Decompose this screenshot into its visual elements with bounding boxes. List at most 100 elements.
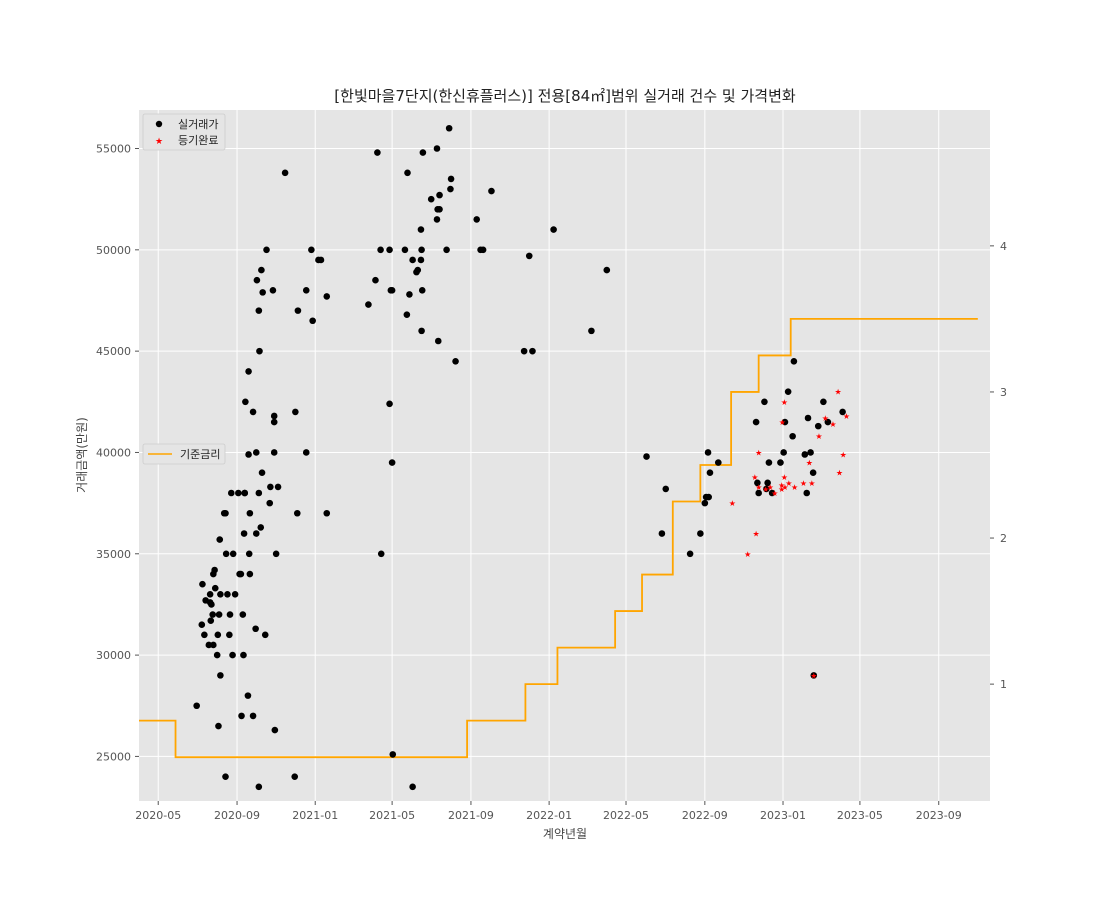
trade-point [603, 266, 611, 274]
y2-tick-label: 2 [1000, 532, 1007, 545]
registered-point: ★ [806, 459, 813, 468]
registered-point: ★ [822, 414, 829, 423]
registered-point: ★ [778, 485, 785, 494]
trade-point [777, 459, 784, 466]
trade-point [377, 246, 384, 254]
registered-point: ★ [800, 479, 807, 488]
scatter-points [193, 124, 846, 791]
x-tick-label: 2022-05 [603, 809, 649, 822]
trade-point [784, 388, 792, 395]
x-axis-ticks: 2020-05 2020-09 2021-01 2021-05 2021-09 2022-… [135, 801, 962, 822]
trade-point [270, 449, 278, 456]
trade-point [427, 195, 435, 203]
trade-point [447, 185, 454, 193]
registered-point: ★ [781, 473, 788, 482]
trade-point [226, 631, 233, 639]
y-axis-ticks: 25000 30000 35000 40000 45000 50000 55000 [96, 143, 139, 763]
trade-point [270, 412, 278, 420]
trade-point [479, 246, 487, 254]
trade-point [388, 287, 396, 294]
trade-point [372, 276, 379, 284]
registered-point: ★ [729, 499, 736, 508]
trade-point [222, 509, 229, 517]
trade-point [259, 289, 266, 296]
trade-point [302, 287, 310, 294]
trade-point [255, 489, 263, 497]
trade-point [404, 169, 411, 177]
trade-point [418, 287, 426, 294]
legend-top: 실거래가 ★ 등기완료 [142, 113, 226, 151]
trade-point [839, 408, 846, 416]
registered-point: ★ [744, 550, 751, 559]
trade-point [386, 246, 393, 254]
x-axis-label: 계약년월 [543, 826, 587, 841]
trade-point [801, 451, 809, 458]
registered-point: ★ [791, 483, 798, 492]
trade-point [377, 550, 385, 558]
trade-point [418, 327, 425, 335]
trade-point [550, 226, 557, 233]
registered-points: ★★★★★★ ★★★★★★★★★★★ ★★★★★★★★★★★ [729, 388, 850, 681]
trade-point [241, 489, 249, 497]
trade-point [406, 291, 413, 298]
trade-point [215, 611, 223, 618]
trade-point [418, 246, 425, 254]
trade-point [249, 408, 257, 416]
trade-point [229, 651, 236, 659]
trade-point [752, 418, 760, 426]
registered-point: ★ [771, 489, 778, 498]
registered-point: ★ [762, 485, 769, 494]
y-tick-label: 45000 [96, 345, 131, 358]
trade-point [309, 317, 316, 325]
trade-point [365, 301, 372, 308]
y2-axis-ticks: 1 2 3 4 [990, 240, 1007, 691]
trade-point [433, 145, 441, 152]
x-tick-label: 2021-09 [448, 809, 494, 822]
trade-point [803, 489, 811, 497]
rate-step-path [139, 318, 978, 759]
registered-point: ★ [751, 473, 758, 482]
trade-point [409, 256, 416, 264]
trade-point [210, 641, 217, 649]
trade-point [224, 591, 231, 598]
trade-point [807, 449, 814, 456]
trade-point [252, 625, 259, 633]
trade-point [256, 347, 263, 355]
trade-point [374, 149, 381, 156]
trade-point [323, 509, 331, 517]
trade-point [208, 601, 215, 608]
trade-point [824, 418, 832, 426]
trade-point [207, 617, 215, 624]
y2-tick-label: 1 [1000, 678, 1007, 691]
trade-point [388, 459, 396, 466]
x-tick-label: 2021-05 [369, 809, 415, 822]
trade-point [214, 631, 222, 639]
trade-point [222, 550, 230, 558]
trade-point [291, 773, 299, 780]
trade-point [258, 266, 265, 274]
trade-point [281, 169, 289, 177]
rate-line [139, 318, 978, 759]
trade-point [293, 509, 301, 517]
trade-point [810, 672, 818, 679]
plot-background [139, 110, 990, 801]
trade-point [529, 347, 536, 355]
trade-point [261, 631, 269, 639]
trade-point [764, 479, 771, 487]
trade-point [215, 722, 222, 730]
registered-point: ★ [781, 398, 788, 407]
trade-point [658, 530, 666, 537]
trade-point [409, 783, 416, 791]
x-tick-label: 2023-05 [837, 809, 883, 822]
trade-point [193, 702, 200, 710]
trade-point [199, 580, 206, 588]
trade-point [222, 773, 229, 780]
trade-point [217, 672, 224, 679]
trade-point [252, 449, 260, 456]
trade-point [258, 469, 266, 477]
trade-point [697, 530, 704, 537]
trade-point [238, 712, 245, 720]
trade-point [323, 293, 331, 300]
trade-point [253, 276, 261, 284]
